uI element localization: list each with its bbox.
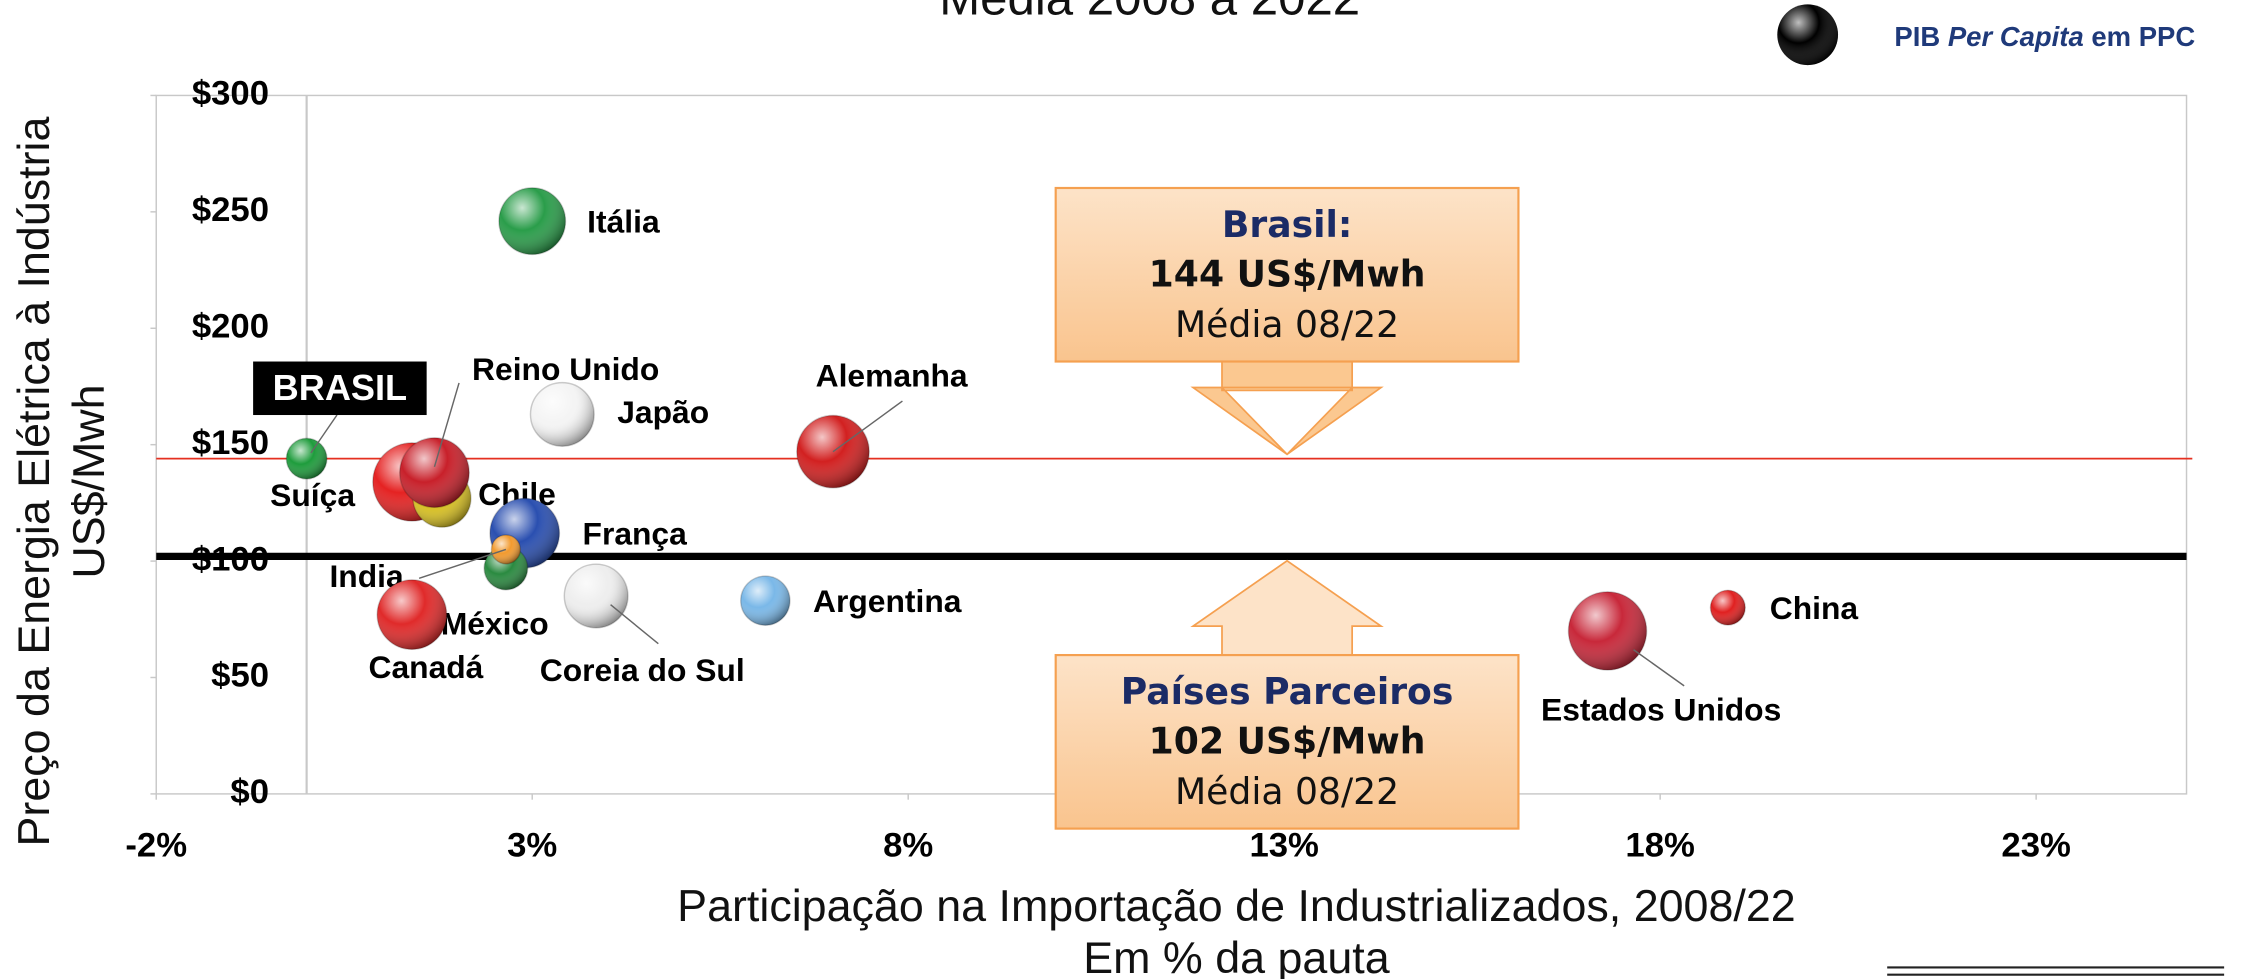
point-label: Itália — [587, 203, 660, 239]
bubble-shine — [286, 438, 327, 479]
leader-line — [1633, 649, 1685, 687]
bubble-shine — [740, 576, 790, 626]
point-label: Argentina — [813, 583, 962, 619]
leader-line — [310, 414, 338, 454]
callout-box — [1054, 653, 1520, 830]
y-tick-label: $200 — [192, 307, 269, 345]
x-tick-label: -2% — [125, 827, 187, 865]
point-label: Alemanha — [816, 357, 968, 393]
bubble-shine — [1710, 590, 1746, 625]
legend-italic: Per Capita — [1948, 21, 2084, 52]
legend-text: PIB Per Capita em PPC — [1894, 21, 2195, 52]
y-tick-label: $150 — [192, 424, 269, 462]
point-label: Suíça — [270, 477, 355, 513]
point-label: México — [441, 605, 549, 641]
point-label: China — [1770, 590, 1859, 626]
y-tick-label: $50 — [211, 657, 269, 695]
point-label: Estados Unidos — [1541, 691, 1781, 727]
callout-box — [1054, 186, 1520, 363]
x-axis-label: Em % da pauta — [1083, 933, 1389, 979]
bubble-shine — [1568, 591, 1647, 670]
bubble-shine — [377, 579, 447, 650]
y-tick-label: $300 — [192, 75, 269, 113]
point-label: Reino Unido — [472, 351, 659, 387]
leader-line — [610, 604, 659, 645]
bubble-shine — [399, 437, 470, 508]
callout-value: 144 US$/Mwh — [1149, 252, 1426, 295]
x-tick-label: 23% — [2001, 827, 2070, 865]
leader-line — [418, 548, 507, 580]
y-tick-label: $250 — [192, 191, 269, 229]
y-tick-label: $0 — [230, 773, 269, 811]
callout-title: Países Parceiros — [1121, 670, 1454, 713]
label-box — [253, 361, 427, 416]
x-tick-label: 3% — [507, 827, 557, 865]
leader-line — [433, 382, 460, 468]
legend-suffix: em PPC — [2091, 21, 2195, 52]
callout-arrow — [1190, 360, 1384, 456]
callout-note: Média 08/22 — [1175, 770, 1399, 813]
leader-line — [832, 400, 903, 453]
y-axis-label: Preço da Energia Elétrica à Indústria — [9, 117, 59, 847]
x-tick-label: 18% — [1625, 827, 1694, 865]
y-axis-label: US$/Mwh — [64, 384, 114, 578]
x-tick-label: 13% — [1249, 827, 1318, 865]
chart-title: Média 2008 a 2022 — [939, 0, 1360, 25]
bubble-shine — [564, 564, 628, 628]
callout-note: Média 08/22 — [1175, 303, 1399, 346]
point-label: Japão — [617, 394, 709, 430]
bubble-shine — [498, 187, 566, 255]
callout-arrow — [1190, 559, 1384, 656]
legend-icon-shine — [1777, 4, 1839, 66]
x-tick-label: 8% — [883, 827, 933, 865]
callout-value: 102 US$/Mwh — [1149, 719, 1426, 762]
bubble-shine — [796, 415, 870, 488]
point-label: Canadá — [369, 649, 484, 685]
point-label: França — [583, 515, 688, 551]
point-label: Coreia do Sul — [540, 652, 745, 688]
bubble-shine — [530, 382, 595, 447]
legend-prefix: PIB — [1894, 21, 1940, 52]
point-label: BRASIL — [273, 367, 408, 408]
callout-title: Brasil: — [1222, 203, 1352, 246]
x-axis-label: Participação na Importação de Industrial… — [677, 881, 1796, 931]
